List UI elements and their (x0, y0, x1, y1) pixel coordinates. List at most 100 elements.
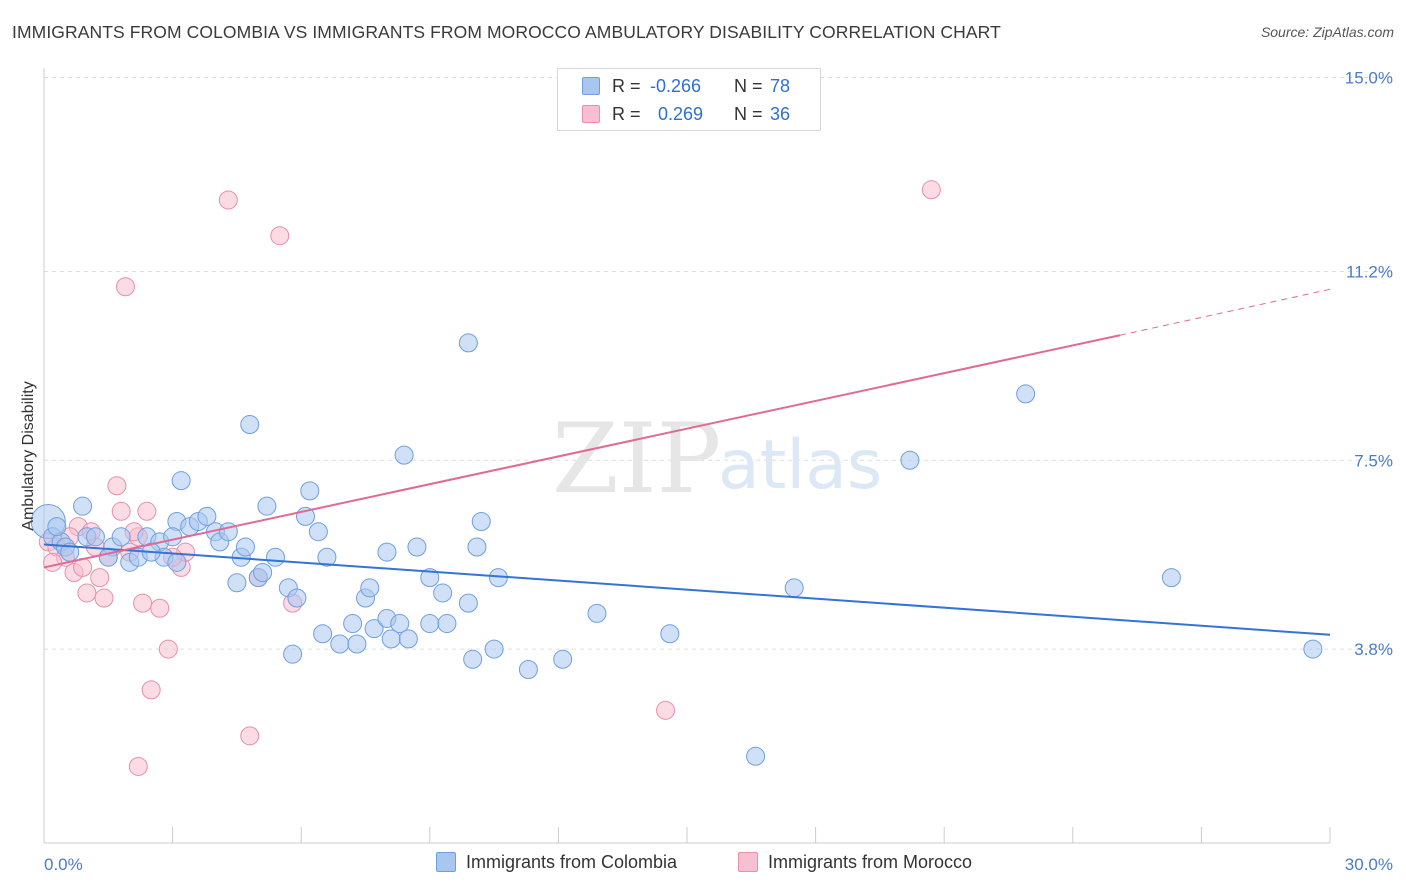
morocco-trendline (43, 334, 1121, 569)
morocco-point-13 (115, 277, 135, 297)
colombia-point-39 (317, 547, 337, 567)
morocco-point-17 (133, 593, 153, 613)
colombia-point-41 (343, 614, 363, 634)
source-credit: Source: ZipAtlas.com (1260, 24, 1394, 40)
colombia-point-68 (784, 578, 804, 598)
colombia-point-77 (163, 527, 183, 547)
y-tick-labels: 3.8% 7.5% 11.2% 15.0% (1345, 69, 1393, 660)
colombia-point-66 (587, 603, 607, 623)
colombia-n-value: 78 (770, 76, 791, 96)
colombia-point-20 (197, 506, 217, 526)
x-tick-label-0: 0.0% (44, 855, 83, 874)
y-tick-label-1: 7.5% (1354, 451, 1393, 470)
colombia-point-15 (167, 552, 187, 572)
legend-colombia-swatch (436, 852, 456, 872)
colombia-point-60 (467, 537, 487, 557)
colombia-point-58 (458, 333, 478, 353)
stats-box: R = -0.266 N = 78 R = 0.269 N = 36 (557, 68, 821, 131)
colombia-point-44 (360, 578, 380, 598)
colombia-point-29 (253, 563, 273, 583)
colombia-point-64 (518, 659, 538, 679)
legend-item-morocco[interactable]: Immigrants from Morocco (738, 852, 972, 876)
colombia-point-42 (347, 634, 367, 654)
colombia-point-70 (1016, 384, 1036, 404)
colombia-point-7 (85, 527, 105, 547)
trendlines (43, 288, 1331, 636)
colombia-point-37 (308, 522, 328, 542)
morocco-point-21 (158, 639, 178, 659)
colombia-point-56 (437, 614, 457, 634)
colombia-point-75 (98, 547, 118, 567)
colombia-r-value: -0.266 (650, 76, 702, 96)
colombia-points (30, 333, 1323, 766)
morocco-point-11 (107, 476, 127, 496)
watermark: ZIP atlas (552, 403, 882, 515)
colombia-point-47 (377, 542, 397, 562)
morocco-n-label: N = (734, 104, 763, 124)
colombia-point-73 (746, 746, 766, 766)
morocco-point-24 (218, 190, 238, 210)
colombia-point-34 (287, 588, 307, 608)
colombia-point-67 (660, 624, 680, 644)
morocco-n-value: 36 (770, 104, 791, 124)
morocco-swatch (582, 105, 600, 123)
colombia-point-38 (313, 624, 333, 644)
y-tick-label-2: 11.2% (1346, 262, 1393, 281)
colombia-point-33 (283, 644, 303, 664)
watermark-zip: ZIP (552, 403, 721, 515)
legend-item-colombia[interactable]: Immigrants from Colombia (436, 852, 677, 876)
morocco-point-20 (150, 598, 170, 618)
colombia-trendline (43, 543, 1331, 636)
morocco-point-27 (270, 226, 290, 246)
chart-title: IMMIGRANTS FROM COLOMBIA VS IMMIGRANTS F… (12, 22, 1001, 42)
colombia-point-49 (390, 614, 410, 634)
morocco-r-value: 0.269 (658, 104, 704, 124)
colombia-point-53 (420, 568, 440, 588)
y-tick-label-0: 3.8% (1354, 640, 1393, 659)
colombia-point-26 (235, 537, 255, 557)
colombia-point-36 (300, 481, 320, 501)
x-tick-marks (43, 827, 1331, 843)
colombia-point-9 (111, 527, 131, 547)
morocco-point-31 (43, 552, 63, 572)
morocco-point-8 (90, 568, 110, 588)
colombia-point-31 (265, 547, 285, 567)
colombia-point-51 (398, 629, 418, 649)
morocco-point-30 (921, 180, 941, 200)
morocco-point-6 (77, 583, 97, 603)
colombia-point-45 (364, 619, 384, 639)
colombia-point-55 (433, 583, 453, 603)
colombia-point-59 (463, 649, 483, 669)
colombia-point-57 (458, 593, 478, 613)
colombia-point-74 (47, 517, 67, 537)
colombia-point-24 (227, 573, 247, 593)
colombia-point-5 (73, 496, 93, 516)
colombia-point-50 (394, 445, 414, 465)
morocco-point-16 (128, 756, 148, 776)
colombia-n-label: N = (734, 76, 763, 96)
watermark-atlas: atlas (718, 426, 882, 505)
x-tick-labels: 0.0% 30.0% (44, 855, 1393, 874)
colombia-point-30 (257, 496, 277, 516)
colombia-point-27 (240, 415, 260, 435)
colombia-point-40 (330, 634, 350, 654)
x-tick-label-1: 30.0% (1345, 855, 1393, 874)
colombia-point-17 (171, 471, 191, 491)
colombia-point-54 (420, 614, 440, 634)
colombia-r-label: R = (612, 76, 641, 96)
colombia-point-62 (484, 639, 504, 659)
colombia-swatch (582, 77, 600, 95)
colombia-point-72 (1303, 639, 1323, 659)
morocco-point-25 (240, 726, 260, 746)
colombia-point-52 (407, 537, 427, 557)
morocco-point-12 (111, 501, 131, 521)
colombia-point-69 (900, 450, 920, 470)
morocco-point-19 (141, 680, 161, 700)
colombia-point-61 (471, 511, 491, 531)
legend-morocco-label: Immigrants from Morocco (768, 852, 973, 872)
morocco-r-label: R = (612, 104, 641, 124)
y-axis-label: Ambulatory Disability (20, 381, 37, 530)
colombia-point-71 (1161, 568, 1181, 588)
morocco-trendline-extension (1119, 288, 1331, 336)
